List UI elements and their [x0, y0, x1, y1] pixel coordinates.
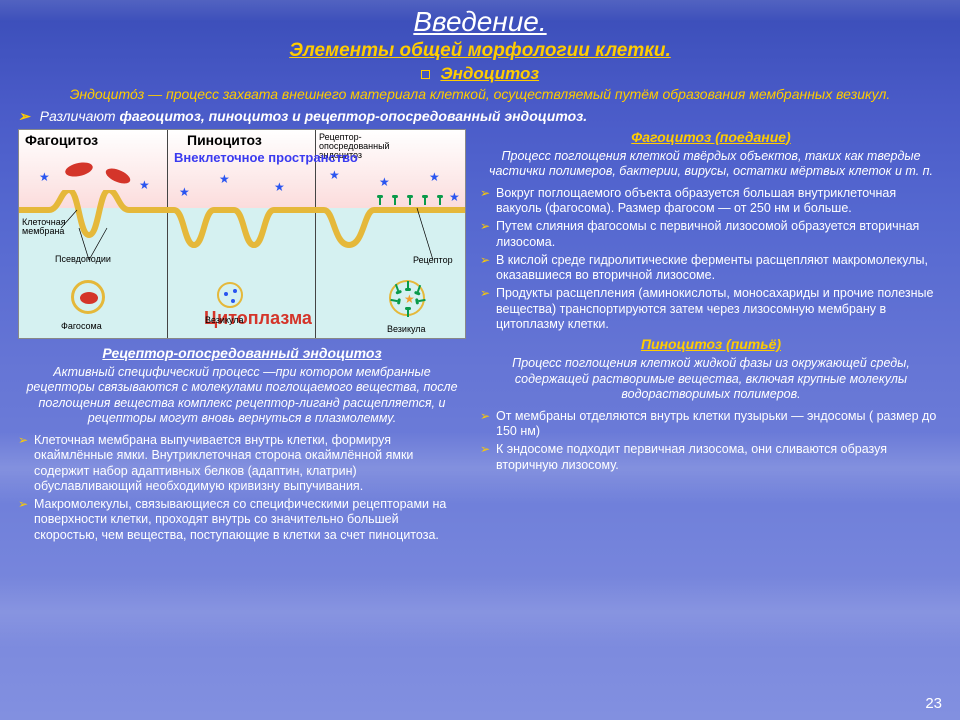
section-head-wrap: Эндоцитоз [18, 64, 942, 84]
arrow-icon: ➢ [18, 108, 30, 124]
left-heading: Рецептор-опосредованный эндоцитоз [18, 345, 466, 361]
distinguish-bold: фагоцитоз, пиноцитоз и рецептор-опосредо… [119, 108, 587, 124]
list-item: Клеточная мембрана выпучивается внутрь к… [18, 433, 466, 494]
page-number: 23 [925, 695, 942, 712]
right-column: Фагоцитоз (поедание) Процесс поглощения … [480, 129, 942, 546]
left-bullets: Клеточная мембрана выпучивается внутрь к… [18, 433, 466, 543]
left-para: Активный специфический процесс —при кото… [18, 365, 466, 428]
list-item: От мембраны отделяются внутрь клетки пуз… [480, 409, 942, 440]
list-item: К эндосоме подходит первичная лизосома, … [480, 442, 942, 473]
square-bullet-icon [421, 70, 430, 79]
left-column: Фагоцитоз Пиноцитоз Рецептор- опосредова… [18, 129, 466, 546]
list-item: Макромолекулы, связывающиеся со специфич… [18, 497, 466, 543]
slide-subtitle: Элементы общей морфологии клетки. [18, 40, 942, 62]
right-para2: Процесс поглощения клеткой жидкой фазы и… [480, 356, 942, 403]
slide-title: Введение. [18, 6, 942, 38]
list-item: В кислой среде гидролитические ферменты … [480, 253, 942, 284]
intro-text: Эндоцито́з — процесс захвата внешнего ма… [38, 86, 922, 104]
endocytosis-diagram: Фагоцитоз Пиноцитоз Рецептор- опосредова… [18, 129, 466, 339]
right-bullets2: От мембраны отделяются внутрь клетки пуз… [480, 409, 942, 473]
right-para1: Процесс поглощения клеткой твёрдых объек… [480, 149, 942, 180]
distinguish-line: ➢ Различают фагоцитоз, пиноцитоз и рецеп… [18, 108, 942, 125]
distinguish-prefix: Различают [40, 108, 120, 124]
pointer-lines [19, 130, 466, 339]
right-h2: Пиноцитоз (питьё) [480, 336, 942, 352]
section-head: Эндоцитоз [440, 64, 539, 83]
right-bullets1: Вокруг поглощаемого объекта образуется б… [480, 186, 942, 332]
slide: Введение. Элементы общей морфологии клет… [0, 0, 960, 720]
list-item: Путем слияния фагосомы с первичной лизос… [480, 219, 942, 250]
right-h1: Фагоцитоз (поедание) [480, 129, 942, 145]
two-columns: Фагоцитоз Пиноцитоз Рецептор- опосредова… [18, 129, 942, 546]
list-item: Вокруг поглощаемого объекта образуется б… [480, 186, 942, 217]
list-item: Продукты расщепления (аминокислоты, моно… [480, 286, 942, 332]
